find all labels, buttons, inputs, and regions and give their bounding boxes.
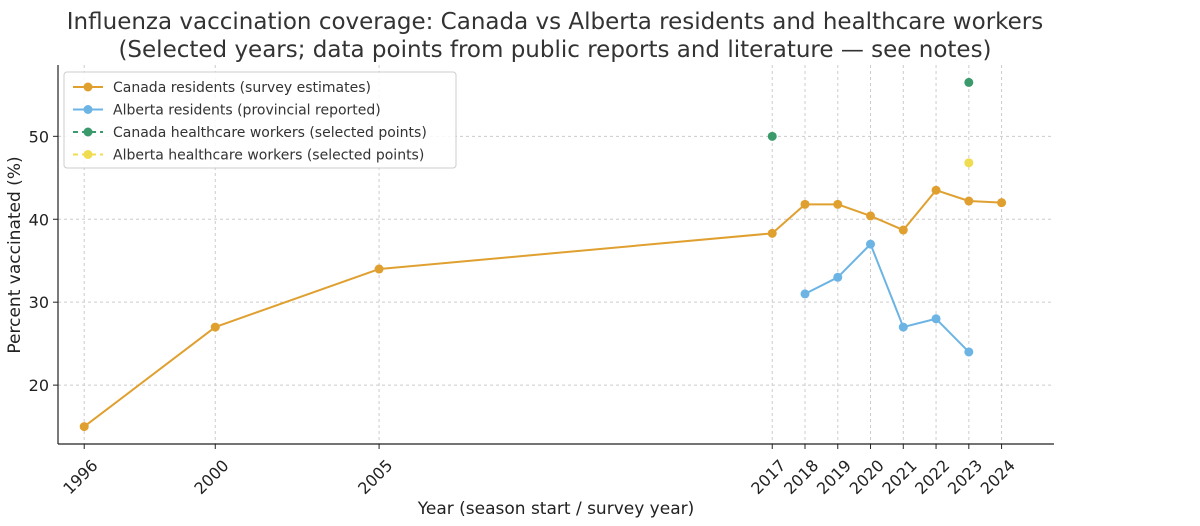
x-tick-label: 2017	[747, 456, 789, 498]
series-0	[79, 185, 1007, 432]
legend-entries: Canada residents (survey estimates) Alber…	[73, 80, 427, 164]
data-point	[767, 228, 777, 238]
series-line	[83, 189, 1002, 428]
y-tick-label: 40	[29, 210, 49, 229]
x-tick-label: 2018	[780, 456, 822, 498]
data-point	[800, 199, 810, 209]
legend-label: Alberta healthcare workers (selected poi…	[113, 148, 424, 164]
data-point	[898, 225, 908, 235]
y-tick-label: 20	[29, 376, 49, 395]
data-point	[931, 185, 941, 195]
legend-swatch-marker	[83, 82, 93, 92]
x-tick-label: 2000	[190, 456, 232, 498]
data-point	[79, 422, 89, 432]
data-point	[866, 239, 876, 249]
chart-subtitle: (Selected years; data points from public…	[118, 37, 991, 63]
legend-label: Alberta residents (provincial reported)	[113, 103, 381, 119]
data-point	[800, 289, 810, 299]
legend-swatch-marker	[83, 127, 93, 137]
x-tick-label: 2023	[944, 456, 986, 498]
series-3	[964, 158, 974, 168]
x-tick-label: 2022	[911, 456, 953, 498]
y-tick-label: 50	[29, 127, 49, 146]
x-tick-label: 2024	[977, 456, 1019, 498]
legend-entry: Canada healthcare workers (selected poin…	[73, 125, 427, 141]
data-point	[964, 77, 974, 87]
data-point	[833, 272, 843, 282]
data-point	[997, 198, 1007, 208]
data-point	[964, 196, 974, 206]
legend-box	[63, 71, 457, 169]
x-axis-label: Year (season start / survey year)	[417, 499, 695, 519]
y-tick-label: 30	[29, 293, 49, 312]
series-line	[804, 243, 970, 353]
legend-label: Canada healthcare workers (selected poin…	[113, 125, 427, 141]
series-2	[767, 77, 974, 141]
data-point	[866, 211, 876, 221]
data-series	[79, 77, 1007, 432]
data-point	[767, 131, 777, 141]
legend-label: Canada residents (survey estimates)	[113, 80, 371, 96]
data-point	[210, 322, 220, 332]
data-point	[898, 322, 908, 332]
legend-entry: Canada residents (survey estimates)	[73, 80, 371, 96]
data-point	[931, 314, 941, 324]
data-point	[964, 158, 974, 168]
legend-swatch-marker	[83, 105, 93, 114]
y-axis-label: Percent vaccinated (%)	[5, 156, 25, 353]
legend-swatch-marker	[83, 150, 93, 159]
series-1	[800, 239, 974, 357]
data-point	[833, 199, 843, 209]
legend: Canada residents (survey estimates) Alber…	[63, 71, 457, 169]
x-tick-label: 2021	[878, 456, 920, 498]
data-point	[374, 264, 384, 274]
grid-lines	[58, 65, 1054, 444]
chart-title: Influenza vaccination coverage: Canada v…	[67, 9, 1043, 35]
x-tick-label: 2020	[846, 456, 888, 498]
x-tick-label: 1996	[59, 456, 101, 498]
x-tick-label: 2005	[354, 456, 396, 498]
data-point	[964, 347, 974, 357]
x-tick-label: 2019	[813, 456, 855, 498]
legend-entry: Alberta residents (provincial reported)	[73, 103, 381, 119]
legend-entry: Alberta healthcare workers (selected poi…	[73, 148, 424, 164]
